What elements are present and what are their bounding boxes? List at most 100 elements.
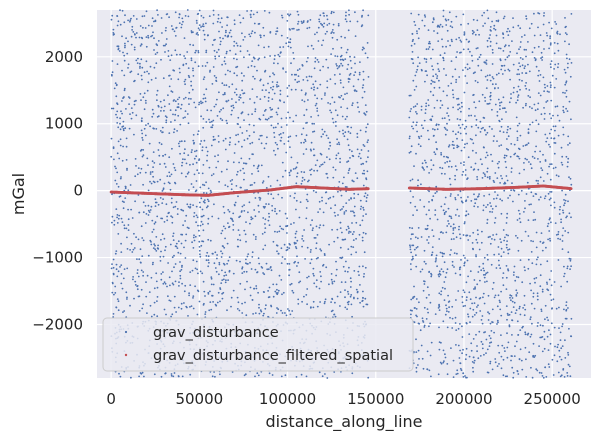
scatter-point	[230, 113, 233, 116]
scatter-point	[446, 363, 449, 365]
scatter-point	[287, 41, 290, 44]
scatter-point	[219, 21, 222, 24]
scatter-point	[539, 74, 542, 76]
scatter-point	[499, 267, 502, 270]
scatter-point	[533, 34, 536, 37]
scatter-point	[471, 59, 474, 62]
scatter-point	[194, 61, 197, 64]
scatter-point	[363, 145, 366, 148]
scatter-point	[360, 149, 363, 151]
scatter-point	[363, 169, 365, 172]
scatter-point	[474, 198, 476, 201]
scatter-point	[170, 374, 173, 377]
scatter-point	[540, 310, 543, 312]
scatter-point	[305, 294, 308, 296]
scatter-point	[238, 99, 241, 101]
scatter-point	[192, 236, 195, 239]
scatter-point	[225, 50, 228, 53]
scatter-point	[339, 73, 341, 75]
scatter-point	[154, 248, 157, 251]
scatter-point	[192, 69, 194, 72]
scatter-point	[238, 14, 241, 16]
scatter-point	[206, 61, 209, 64]
scatter-point	[445, 271, 448, 274]
scatter-point	[119, 23, 122, 26]
scatter-point	[547, 192, 550, 195]
scatter-point	[164, 51, 166, 53]
scatter-point	[355, 221, 358, 224]
scatter-point	[488, 334, 491, 337]
scatter-point	[271, 115, 273, 118]
scatter-point	[320, 280, 322, 283]
scatter-point	[491, 208, 494, 210]
scatter-point	[164, 44, 166, 47]
scatter-point	[230, 35, 233, 38]
scatter-point	[478, 265, 481, 268]
scatter-point	[340, 281, 343, 283]
scatter-point	[565, 89, 568, 92]
scatter-point	[568, 176, 570, 179]
scatter-point	[269, 55, 271, 57]
scatter-point	[154, 221, 157, 224]
scatter-point	[517, 209, 520, 212]
scatter-point	[546, 316, 548, 319]
scatter-point	[348, 199, 350, 201]
scatter-point	[183, 140, 186, 143]
scatter-point	[168, 16, 171, 19]
scatter-point	[519, 27, 522, 30]
scatter-point	[502, 96, 505, 99]
scatter-point	[524, 65, 526, 67]
scatter-point	[486, 154, 489, 157]
scatter-point	[535, 119, 538, 122]
scatter-point	[281, 14, 283, 17]
scatter-point	[138, 295, 141, 298]
scatter-point	[350, 303, 353, 306]
scatter-point	[183, 37, 186, 39]
scatter-point	[264, 307, 267, 310]
scatter-point	[549, 146, 551, 148]
scatter-point	[551, 74, 554, 77]
scatter-point	[279, 89, 282, 92]
scatter-point	[498, 299, 501, 302]
scatter-point	[491, 368, 494, 371]
scatter-point	[264, 69, 267, 72]
scatter-point	[255, 285, 258, 287]
scatter-point	[563, 202, 566, 205]
scatter-point	[196, 216, 199, 219]
scatter-point	[347, 172, 350, 174]
scatter-point	[357, 155, 360, 158]
scatter-point	[179, 53, 182, 56]
scatter-point	[455, 78, 458, 81]
scatter-point	[160, 106, 163, 109]
scatter-point	[533, 157, 536, 160]
scatter-point	[489, 91, 492, 94]
scatter-point	[546, 288, 549, 291]
scatter-point	[364, 130, 367, 133]
scatter-point	[562, 91, 564, 94]
scatter-point	[442, 232, 444, 234]
scatter-point	[315, 225, 318, 228]
scatter-point	[459, 233, 461, 236]
scatter-point	[326, 80, 329, 82]
scatter-point	[262, 114, 265, 116]
scatter-point	[494, 172, 497, 174]
scatter-point	[350, 210, 352, 213]
scatter-point	[305, 60, 308, 63]
scatter-point	[248, 53, 251, 56]
scatter-point	[233, 203, 236, 206]
scatter-point	[276, 27, 279, 29]
scatter-point	[467, 22, 470, 25]
scatter-point	[180, 107, 182, 110]
scatter-point	[322, 224, 325, 227]
scatter-point	[170, 201, 173, 204]
scatter-point	[125, 37, 127, 40]
scatter-point	[123, 227, 126, 230]
scatter-point	[155, 280, 158, 283]
scatter-point	[260, 134, 263, 137]
scatter-point	[521, 326, 524, 329]
scatter-point	[114, 292, 117, 294]
scatter-point	[491, 128, 493, 130]
scatter-point	[272, 197, 275, 200]
scatter-point	[504, 350, 506, 352]
scatter-point	[241, 312, 244, 314]
